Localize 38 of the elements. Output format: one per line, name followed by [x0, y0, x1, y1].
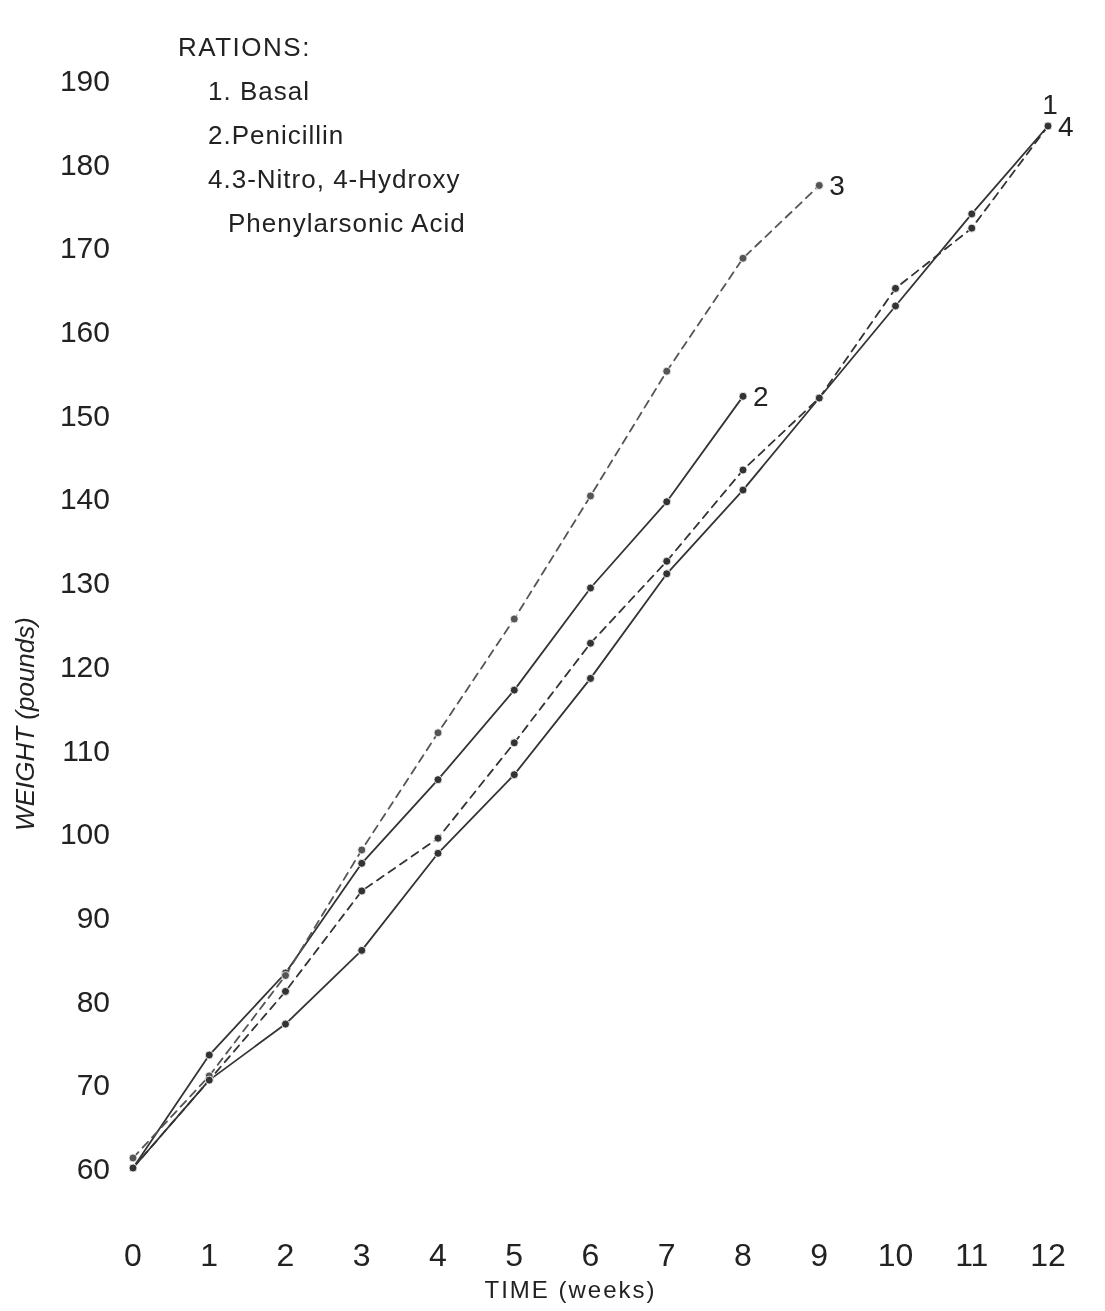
y-tick-label: 120: [59, 649, 110, 683]
y-tick-label: 160: [59, 315, 110, 349]
y-tick-label: 170: [59, 231, 110, 265]
x-tick-label: 5: [505, 1237, 524, 1273]
y-axis-title: WEIGHT (pounds): [10, 617, 40, 831]
y-tick-label: 140: [59, 482, 110, 516]
y-tick-label: 190: [59, 64, 110, 97]
y-tick-label: 90: [76, 900, 110, 934]
x-tick-label: 10: [877, 1237, 914, 1273]
series-label: 3: [829, 170, 845, 202]
x-tick-label: 7: [657, 1237, 676, 1273]
x-tick-label: 11: [955, 1237, 989, 1273]
y-tick-label: 150: [59, 398, 110, 432]
y-tick-label: 70: [76, 1068, 110, 1102]
series-label: 2: [753, 381, 769, 413]
y-tick-label: 100: [59, 817, 110, 851]
y-tick-label: 180: [59, 147, 110, 181]
y-tick-label: 130: [59, 566, 110, 600]
annotation: 2.Penicillin: [208, 120, 345, 150]
annotation: Phenylarsonic Acid: [228, 208, 466, 238]
series-label: 1: [1042, 89, 1058, 121]
x-tick-label: 4: [429, 1237, 447, 1273]
legend-title: RATIONS:: [178, 32, 311, 62]
y-tick-label: 110: [62, 733, 110, 767]
x-tick-label: 8: [734, 1237, 752, 1273]
y-tick-label: 80: [76, 984, 110, 1018]
x-tick-label: 2: [276, 1237, 295, 1273]
y-tick-label: 60: [76, 1152, 110, 1185]
x-axis-title: TIME (weeks): [484, 1276, 657, 1303]
x-tick-label: 12: [1030, 1237, 1066, 1273]
x-tick-label: 6: [581, 1237, 600, 1273]
x-tick-label: 9: [810, 1237, 829, 1273]
annotation: 4.3-Nitro, 4-Hydroxy: [208, 164, 461, 194]
x-tick-label: 1: [200, 1237, 219, 1273]
series-label: 4: [1058, 111, 1074, 143]
x-tick-label: 0: [124, 1237, 142, 1273]
annotation: 1. Basal: [208, 76, 310, 106]
x-tick-label: 3: [352, 1237, 371, 1273]
